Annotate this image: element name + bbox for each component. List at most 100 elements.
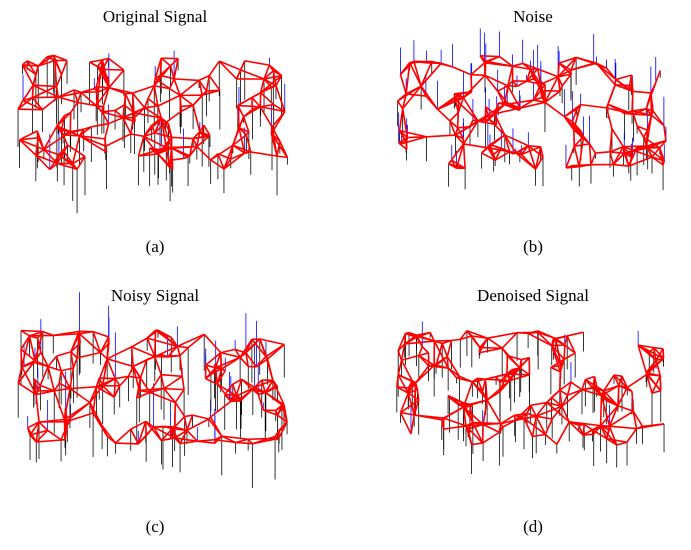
edge <box>645 115 653 147</box>
edge <box>177 345 189 349</box>
edge <box>122 117 132 135</box>
edge <box>601 394 619 407</box>
edge <box>396 100 404 110</box>
edge <box>164 122 173 138</box>
edge <box>196 135 210 148</box>
edge <box>448 143 465 165</box>
edge <box>509 373 530 382</box>
edge <box>567 388 583 396</box>
edge <box>20 329 43 333</box>
edge <box>254 386 266 394</box>
edge <box>163 387 185 391</box>
edge <box>137 136 145 157</box>
edge <box>189 146 198 157</box>
edge <box>108 57 125 71</box>
edge <box>603 374 615 392</box>
edge <box>20 348 36 362</box>
edge <box>632 410 644 427</box>
edge <box>205 377 218 385</box>
edge <box>563 103 582 118</box>
edge <box>149 374 162 393</box>
edge <box>421 346 430 354</box>
edge <box>617 385 620 406</box>
edge <box>242 116 250 133</box>
edge <box>646 139 667 147</box>
edge <box>568 421 584 436</box>
edge <box>35 148 45 156</box>
edge <box>595 151 611 154</box>
edge <box>56 351 72 357</box>
edge <box>20 349 23 367</box>
edge <box>557 69 572 78</box>
edge <box>240 69 265 80</box>
edge <box>272 70 282 77</box>
edge <box>399 60 415 75</box>
edge <box>420 62 442 87</box>
edge <box>600 390 605 396</box>
edge <box>17 366 23 384</box>
edge <box>493 102 499 114</box>
edge <box>416 389 420 401</box>
edge <box>569 421 601 427</box>
edge <box>101 59 110 88</box>
edge <box>637 344 648 375</box>
edge <box>54 387 71 392</box>
edge <box>570 57 577 71</box>
edge <box>245 352 258 368</box>
edge <box>611 128 625 148</box>
panel-caption: (b) <box>523 237 543 256</box>
edge <box>488 118 506 136</box>
edge <box>546 401 570 423</box>
edge <box>413 383 417 416</box>
edge <box>264 391 285 406</box>
edge <box>446 356 461 377</box>
edge <box>638 344 654 349</box>
edge <box>259 338 285 346</box>
edge <box>462 97 479 122</box>
edge <box>232 383 238 396</box>
edge <box>89 386 98 403</box>
edge <box>180 104 194 112</box>
edge <box>47 355 58 368</box>
edge <box>544 418 553 435</box>
edge <box>96 386 115 398</box>
edge <box>446 340 453 357</box>
edge <box>397 360 403 375</box>
edge <box>455 120 479 136</box>
edge <box>238 127 247 136</box>
edge <box>192 105 201 133</box>
edge <box>399 412 412 435</box>
edge <box>221 435 249 441</box>
edge <box>143 135 167 149</box>
edge <box>154 354 180 358</box>
edge <box>52 55 56 61</box>
edge <box>22 84 34 102</box>
edge <box>489 144 496 161</box>
edge <box>37 137 45 150</box>
edge <box>462 74 486 99</box>
edge <box>73 89 79 103</box>
edge <box>237 104 261 108</box>
edge <box>557 63 560 77</box>
edge <box>636 125 648 131</box>
edge <box>210 400 232 418</box>
edge <box>477 103 505 122</box>
edge <box>31 85 35 98</box>
edge <box>229 386 255 400</box>
edge <box>31 97 44 111</box>
edge <box>161 437 175 442</box>
edge <box>407 380 414 394</box>
edge <box>203 333 222 354</box>
edge <box>202 89 221 96</box>
edge <box>22 99 43 111</box>
edge <box>143 98 149 109</box>
edge <box>28 335 36 361</box>
edge <box>563 336 568 346</box>
edge <box>72 155 86 165</box>
edge <box>157 147 172 155</box>
edge <box>632 90 651 94</box>
edge <box>437 97 464 111</box>
edge <box>500 414 516 425</box>
edge <box>174 402 186 417</box>
edge <box>530 404 537 417</box>
